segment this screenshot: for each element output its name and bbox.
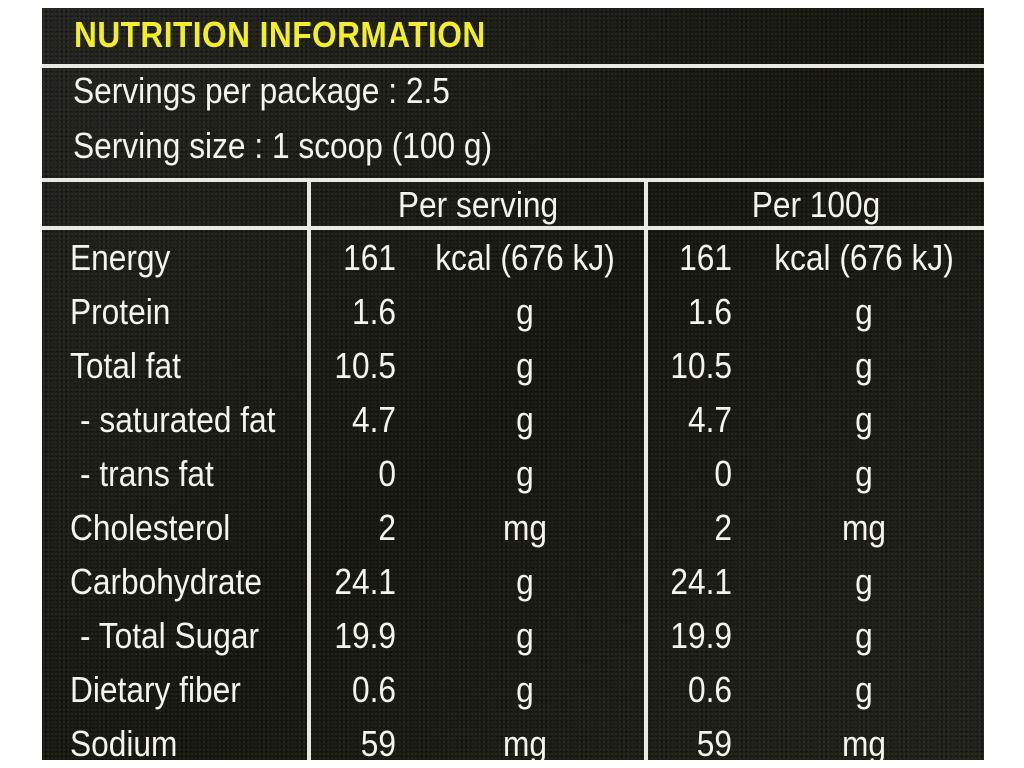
per-serving-value: 4.7	[351, 399, 396, 440]
per-100g-unit: g	[855, 399, 873, 440]
table-row: Total fat 10.5 g 10.5 g	[42, 342, 984, 396]
per-serving-unit: g	[516, 399, 534, 440]
per-100g-value: 1.6	[687, 291, 732, 332]
column-rule-right	[644, 178, 648, 760]
per-100g-unit: g	[855, 291, 873, 332]
per-100g-value: 4.7	[687, 399, 732, 440]
per-serving-value: 161	[343, 237, 396, 278]
nutrient-name: - Total Sugar	[80, 615, 260, 656]
per-serving-value: 10.5	[334, 345, 396, 386]
per-serving-unit: mg	[502, 507, 547, 548]
per-serving-value: 59	[360, 723, 396, 760]
per-100g-unit: mg	[841, 723, 886, 760]
per-serving-value: 0.6	[351, 669, 396, 710]
table-row: - saturated fat 4.7 g 4.7 g	[42, 396, 984, 450]
per-100g-unit: g	[855, 453, 873, 494]
servings-per-package: Servings per package : 2.5	[73, 70, 450, 111]
table-row: Carbohydrate 24.1 g 24.1 g	[42, 558, 984, 612]
table-row: - trans fat 0 g 0 g	[42, 450, 984, 504]
per-serving-unit: g	[516, 615, 534, 656]
label-title: NUTRITION INFORMATION	[74, 14, 486, 55]
per-serving-unit: mg	[502, 723, 547, 760]
columns-divider	[42, 226, 984, 230]
nutrient-name: - trans fat	[80, 453, 214, 494]
per-100g-unit: mg	[841, 507, 886, 548]
per-100g-unit: kcal (676 kJ)	[774, 237, 954, 278]
per-100g-unit: g	[855, 669, 873, 710]
table-row: Dietary fiber 0.6 g 0.6 g	[42, 666, 984, 720]
per-serving-unit: g	[516, 669, 534, 710]
per-serving-unit: kcal (676 kJ)	[435, 237, 615, 278]
table-row: Cholesterol 2 mg 2 mg	[42, 504, 984, 558]
per-100g-value: 24.1	[670, 561, 732, 602]
serving-size: Serving size : 1 scoop (100 g)	[73, 125, 493, 166]
per-serving-unit: g	[516, 561, 534, 602]
per-serving-unit: g	[516, 291, 534, 332]
nutrition-label: NUTRITION INFORMATION Servings per packa…	[42, 8, 984, 760]
per-100g-unit: g	[855, 345, 873, 386]
per-100g-value: 0	[714, 453, 732, 494]
per-100g-value: 19.9	[670, 615, 732, 656]
column-header-per-100g: Per 100g	[751, 184, 881, 225]
per-100g-unit: g	[855, 615, 873, 656]
nutrient-name: Carbohydrate	[70, 561, 262, 602]
table-row: Sodium 59 mg 59 mg	[42, 720, 984, 760]
per-serving-value: 1.6	[351, 291, 396, 332]
per-100g-value: 2	[714, 507, 732, 548]
table-row: Energy 161 kcal (676 kJ) 161 kcal (676 kJ)	[42, 234, 984, 288]
column-header-per-serving: Per serving	[397, 184, 559, 225]
per-100g-unit: g	[855, 561, 873, 602]
per-serving-value: 2	[378, 507, 396, 548]
per-100g-value: 10.5	[670, 345, 732, 386]
nutrient-name: Energy	[70, 237, 171, 278]
per-serving-value: 19.9	[334, 615, 396, 656]
nutrient-name: Cholesterol	[70, 507, 231, 548]
per-serving-unit: g	[516, 345, 534, 386]
title-divider	[42, 64, 984, 68]
per-serving-value: 24.1	[334, 561, 396, 602]
nutrient-name: Dietary fiber	[70, 669, 241, 710]
table-row: Protein 1.6 g 1.6 g	[42, 288, 984, 342]
per-100g-value: 0.6	[687, 669, 732, 710]
nutrient-name: Sodium	[70, 723, 178, 760]
per-serving-value: 0	[378, 453, 396, 494]
per-serving-unit: g	[516, 453, 534, 494]
nutrient-name: Total fat	[70, 345, 181, 386]
table-row: - Total Sugar 19.9 g 19.9 g	[42, 612, 984, 666]
per-100g-value: 161	[679, 237, 732, 278]
column-rule-left	[307, 178, 311, 760]
nutrient-name: - saturated fat	[80, 399, 276, 440]
nutrient-name: Protein	[70, 291, 171, 332]
header-divider	[42, 178, 984, 182]
per-100g-value: 59	[696, 723, 732, 760]
